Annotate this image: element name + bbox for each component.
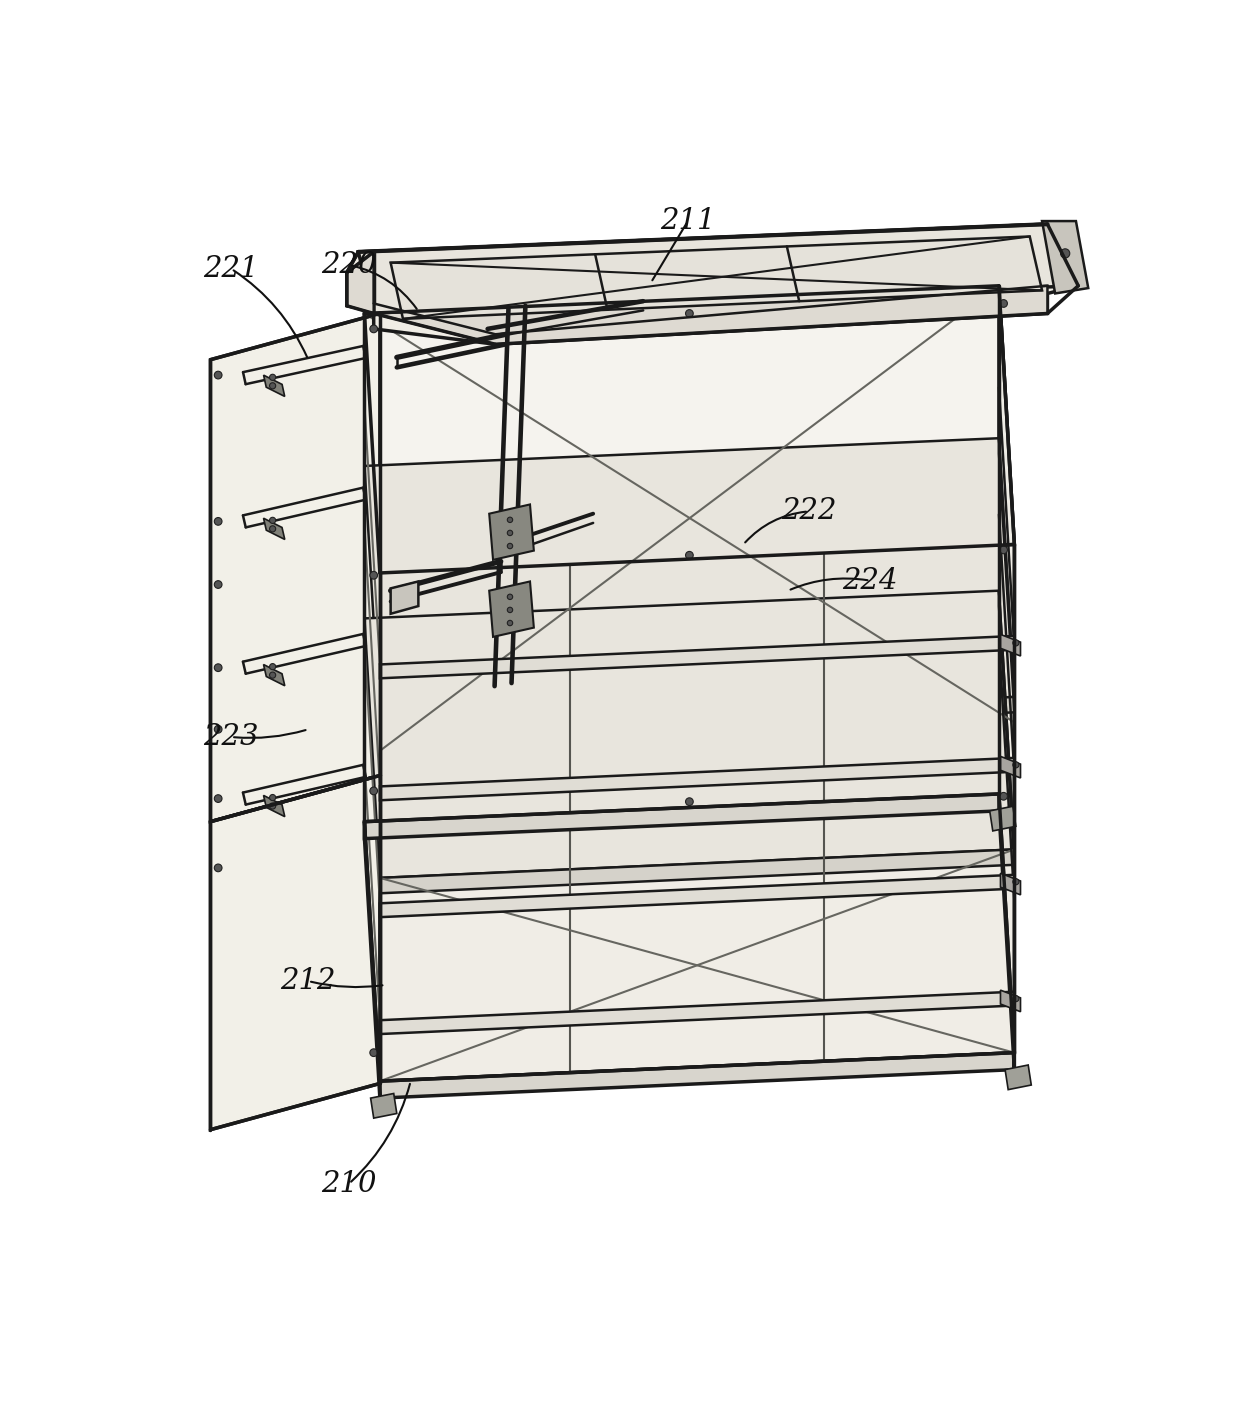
Text: 210: 210 xyxy=(321,1170,377,1198)
Polygon shape xyxy=(365,314,379,1081)
Polygon shape xyxy=(264,796,285,817)
Polygon shape xyxy=(999,285,1014,1053)
Polygon shape xyxy=(211,776,379,1129)
Circle shape xyxy=(269,672,275,678)
Circle shape xyxy=(999,546,1007,554)
Polygon shape xyxy=(1001,873,1021,894)
Polygon shape xyxy=(990,806,1016,831)
Polygon shape xyxy=(379,1053,1014,1098)
Circle shape xyxy=(507,517,512,523)
Circle shape xyxy=(999,299,1007,308)
Circle shape xyxy=(269,794,275,800)
Polygon shape xyxy=(379,544,1014,1081)
Text: 212: 212 xyxy=(280,967,336,995)
Text: 211: 211 xyxy=(660,207,715,235)
Circle shape xyxy=(215,371,222,380)
Circle shape xyxy=(507,543,512,548)
Polygon shape xyxy=(379,636,1014,678)
Polygon shape xyxy=(379,875,1014,917)
Polygon shape xyxy=(365,821,379,1098)
Circle shape xyxy=(507,607,512,613)
Circle shape xyxy=(370,571,377,579)
Circle shape xyxy=(269,382,275,389)
Circle shape xyxy=(507,620,512,626)
Polygon shape xyxy=(999,439,1014,713)
Polygon shape xyxy=(264,665,285,686)
Circle shape xyxy=(215,664,222,672)
Polygon shape xyxy=(365,794,999,838)
Circle shape xyxy=(1013,762,1019,768)
Polygon shape xyxy=(347,252,373,314)
Polygon shape xyxy=(365,285,1014,574)
Polygon shape xyxy=(1042,221,1089,294)
Polygon shape xyxy=(264,375,285,396)
Polygon shape xyxy=(391,582,418,614)
Circle shape xyxy=(269,803,275,808)
Circle shape xyxy=(215,517,222,526)
Circle shape xyxy=(370,787,377,794)
Polygon shape xyxy=(264,519,285,540)
Polygon shape xyxy=(1006,1064,1032,1090)
Circle shape xyxy=(269,517,275,523)
Polygon shape xyxy=(371,1094,397,1118)
Polygon shape xyxy=(999,794,1014,1070)
Circle shape xyxy=(507,595,512,599)
Circle shape xyxy=(269,374,275,381)
Polygon shape xyxy=(999,591,1014,865)
Polygon shape xyxy=(379,758,1014,800)
Polygon shape xyxy=(358,224,1079,314)
Polygon shape xyxy=(379,991,1014,1033)
Polygon shape xyxy=(1001,634,1021,657)
Text: 223: 223 xyxy=(203,723,259,751)
Circle shape xyxy=(686,309,693,318)
Polygon shape xyxy=(379,697,1014,741)
Circle shape xyxy=(686,551,693,560)
Polygon shape xyxy=(490,505,534,560)
Circle shape xyxy=(1013,879,1019,884)
Circle shape xyxy=(370,325,377,333)
Polygon shape xyxy=(365,591,1014,877)
Text: 224: 224 xyxy=(843,567,898,595)
Polygon shape xyxy=(379,849,1014,893)
Circle shape xyxy=(269,526,275,531)
Circle shape xyxy=(507,530,512,536)
Circle shape xyxy=(370,1049,377,1056)
Polygon shape xyxy=(373,285,1048,344)
Polygon shape xyxy=(347,224,1079,344)
Polygon shape xyxy=(1001,990,1021,1012)
Circle shape xyxy=(215,794,222,803)
Circle shape xyxy=(686,797,693,806)
Polygon shape xyxy=(1001,756,1021,778)
Text: 222: 222 xyxy=(781,498,837,526)
Polygon shape xyxy=(490,582,534,637)
Circle shape xyxy=(1060,249,1070,259)
Circle shape xyxy=(215,865,222,872)
Circle shape xyxy=(999,793,1007,800)
Polygon shape xyxy=(365,439,1014,725)
Circle shape xyxy=(215,581,222,588)
Circle shape xyxy=(1013,640,1019,645)
Circle shape xyxy=(215,725,222,733)
Text: 221: 221 xyxy=(203,254,259,283)
Text: 220: 220 xyxy=(321,250,377,278)
Polygon shape xyxy=(391,236,1042,319)
Circle shape xyxy=(1013,995,1019,1001)
Circle shape xyxy=(269,664,275,669)
Polygon shape xyxy=(211,314,379,821)
